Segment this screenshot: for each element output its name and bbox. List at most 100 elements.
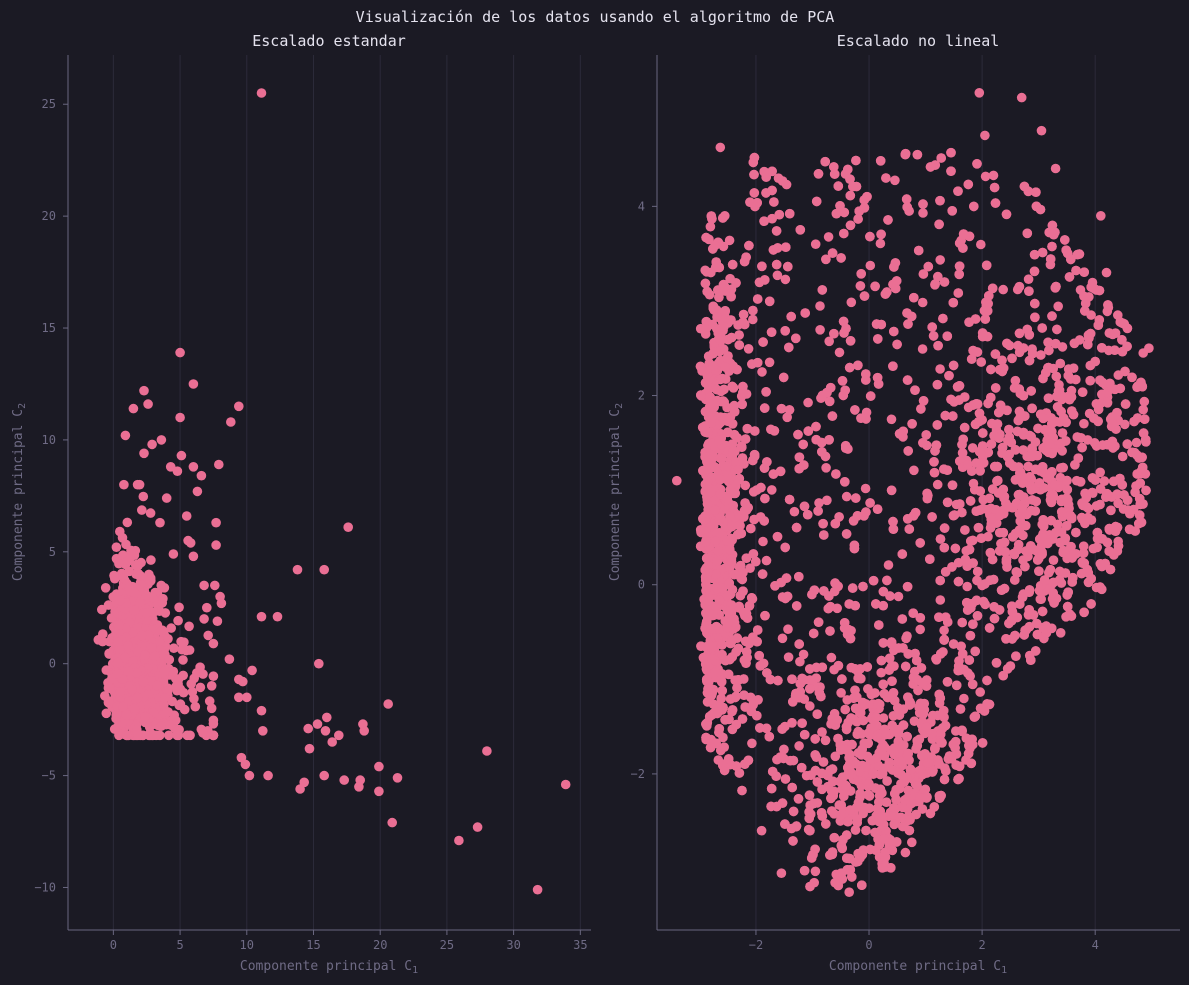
data-point — [841, 529, 852, 539]
data-point — [845, 174, 855, 184]
data-point — [814, 498, 824, 508]
data-point — [199, 580, 209, 591]
data-point — [795, 656, 805, 667]
data-point — [715, 142, 726, 153]
data-point — [903, 692, 913, 702]
data-point — [141, 590, 151, 601]
data-point — [1017, 592, 1028, 602]
data-point — [339, 775, 350, 785]
data-point — [770, 581, 780, 591]
data-point — [1032, 629, 1043, 640]
data-point — [119, 479, 129, 490]
data-point — [1103, 300, 1113, 310]
data-point — [972, 566, 983, 577]
data-point — [1029, 249, 1040, 260]
data-point — [810, 239, 821, 249]
data-point — [103, 600, 114, 610]
data-point — [966, 354, 977, 364]
x-tick-label: 35 — [573, 938, 587, 952]
data-point — [915, 624, 925, 635]
data-point — [196, 470, 207, 481]
data-point — [981, 260, 992, 271]
data-point — [810, 734, 820, 744]
data-point — [798, 649, 809, 660]
data-point — [174, 602, 184, 613]
data-point — [188, 379, 199, 389]
data-point — [532, 884, 543, 895]
data-point — [1027, 348, 1038, 359]
data-point — [166, 623, 176, 633]
data-point — [1112, 489, 1122, 500]
data-point — [929, 467, 940, 478]
data-point — [843, 624, 854, 635]
data-point — [972, 611, 983, 621]
data-point — [781, 242, 791, 252]
data-point — [939, 774, 950, 785]
data-point — [1026, 386, 1036, 396]
data-point — [156, 721, 166, 731]
data-point — [921, 430, 931, 440]
data-point — [1078, 500, 1088, 511]
data-point — [212, 616, 223, 626]
data-point — [140, 650, 150, 660]
data-point — [202, 602, 212, 613]
data-point — [810, 866, 821, 877]
data-point — [746, 523, 756, 534]
data-point — [893, 591, 904, 602]
data-point — [856, 269, 866, 279]
data-point — [913, 245, 924, 256]
data-point — [160, 693, 170, 703]
data-point — [111, 542, 122, 552]
data-point — [123, 666, 134, 676]
data-point — [900, 847, 911, 858]
data-point — [833, 660, 844, 671]
data-point — [726, 291, 736, 302]
panel-title: Escalado estandar — [252, 32, 406, 50]
data-point — [718, 732, 728, 743]
data-point — [967, 443, 978, 453]
data-point — [977, 331, 988, 342]
data-point — [777, 724, 787, 734]
data-point — [946, 166, 956, 176]
data-point — [822, 495, 832, 506]
data-point — [701, 732, 711, 743]
data-point — [950, 543, 961, 554]
data-point — [743, 344, 754, 354]
data-point — [839, 228, 849, 239]
data-point — [918, 199, 928, 209]
data-point — [953, 186, 963, 196]
data-point — [1080, 306, 1090, 316]
data-point — [725, 694, 736, 704]
data-point — [827, 248, 838, 258]
data-point — [819, 530, 829, 540]
data-point — [935, 195, 945, 206]
data-point — [821, 819, 831, 829]
data-point — [890, 724, 900, 734]
data-point — [208, 671, 219, 681]
data-point — [793, 794, 804, 804]
data-point — [1139, 396, 1150, 407]
data-point — [810, 750, 820, 760]
data-point — [831, 469, 841, 479]
data-point — [947, 206, 957, 216]
data-point — [208, 715, 219, 726]
data-point — [1037, 247, 1048, 258]
data-point — [374, 786, 384, 797]
data-point — [804, 790, 815, 800]
data-point — [132, 724, 142, 735]
data-point — [156, 435, 167, 445]
data-point — [829, 162, 839, 172]
data-point — [374, 761, 384, 772]
data-point — [1023, 461, 1033, 472]
data-point — [1001, 634, 1011, 644]
data-point — [909, 465, 919, 476]
data-point — [951, 680, 962, 691]
data-point — [1010, 445, 1021, 455]
data-point — [199, 614, 209, 624]
data-point — [839, 328, 849, 338]
data-point — [135, 597, 145, 607]
data-point — [855, 788, 865, 799]
data-point — [1010, 375, 1021, 386]
data-point — [304, 743, 315, 754]
data-point — [168, 549, 179, 559]
